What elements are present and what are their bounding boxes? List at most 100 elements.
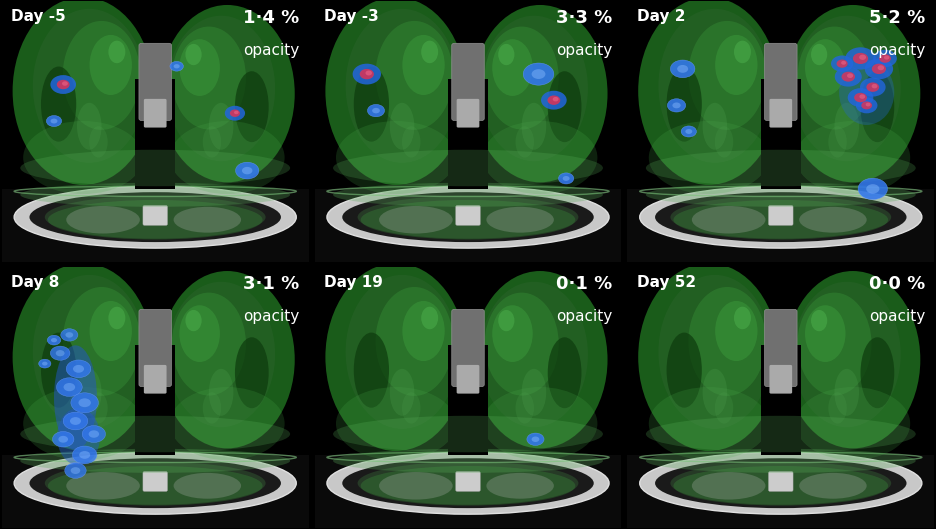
Text: Day 19: Day 19: [324, 275, 383, 290]
Ellipse shape: [63, 21, 140, 130]
Ellipse shape: [14, 452, 297, 514]
Ellipse shape: [835, 369, 859, 416]
FancyBboxPatch shape: [2, 1, 309, 189]
Ellipse shape: [492, 39, 533, 96]
Ellipse shape: [681, 126, 696, 137]
Ellipse shape: [203, 126, 221, 158]
Ellipse shape: [21, 183, 290, 207]
Ellipse shape: [345, 275, 459, 429]
Ellipse shape: [859, 54, 866, 60]
Ellipse shape: [483, 121, 597, 194]
FancyBboxPatch shape: [136, 345, 175, 455]
Ellipse shape: [532, 436, 539, 442]
Ellipse shape: [799, 207, 867, 233]
Ellipse shape: [796, 121, 910, 194]
Ellipse shape: [715, 393, 733, 424]
Ellipse shape: [389, 103, 415, 150]
Ellipse shape: [66, 472, 139, 499]
Ellipse shape: [389, 369, 415, 416]
Text: 3·3 %: 3·3 %: [556, 9, 612, 27]
Ellipse shape: [548, 338, 581, 408]
Ellipse shape: [90, 301, 132, 361]
Ellipse shape: [670, 60, 695, 78]
Ellipse shape: [368, 104, 385, 117]
Ellipse shape: [649, 387, 768, 460]
Ellipse shape: [21, 449, 290, 473]
Ellipse shape: [48, 466, 262, 506]
Ellipse shape: [473, 5, 607, 183]
FancyBboxPatch shape: [765, 43, 797, 121]
Text: opacity: opacity: [243, 43, 300, 58]
Ellipse shape: [688, 287, 766, 396]
Text: Day 2: Day 2: [636, 9, 685, 24]
Ellipse shape: [487, 473, 554, 499]
Ellipse shape: [41, 333, 76, 408]
Ellipse shape: [667, 99, 686, 112]
Ellipse shape: [203, 393, 221, 424]
FancyBboxPatch shape: [627, 1, 934, 189]
FancyBboxPatch shape: [139, 43, 171, 121]
Ellipse shape: [421, 307, 438, 329]
Ellipse shape: [236, 162, 259, 179]
Ellipse shape: [12, 263, 154, 451]
Ellipse shape: [793, 282, 900, 427]
Ellipse shape: [64, 412, 88, 430]
Ellipse shape: [666, 67, 702, 142]
Ellipse shape: [666, 333, 702, 408]
FancyBboxPatch shape: [768, 205, 793, 225]
FancyBboxPatch shape: [627, 442, 934, 528]
Text: Day -5: Day -5: [11, 9, 66, 24]
Text: 1·4 %: 1·4 %: [243, 9, 300, 27]
Ellipse shape: [180, 305, 220, 362]
Ellipse shape: [785, 271, 920, 449]
Ellipse shape: [57, 80, 69, 89]
FancyBboxPatch shape: [136, 79, 175, 189]
Ellipse shape: [638, 263, 780, 451]
Ellipse shape: [14, 186, 297, 248]
Ellipse shape: [841, 72, 855, 81]
Ellipse shape: [170, 387, 285, 460]
FancyBboxPatch shape: [314, 442, 622, 528]
Text: opacity: opacity: [556, 309, 612, 324]
Ellipse shape: [52, 432, 74, 447]
Ellipse shape: [688, 21, 766, 130]
Ellipse shape: [345, 9, 459, 163]
Ellipse shape: [360, 466, 576, 506]
Text: opacity: opacity: [869, 43, 925, 58]
Ellipse shape: [21, 416, 290, 452]
Ellipse shape: [23, 121, 143, 194]
Ellipse shape: [797, 293, 871, 396]
Ellipse shape: [70, 417, 81, 425]
Ellipse shape: [160, 271, 295, 449]
Ellipse shape: [498, 310, 515, 331]
Ellipse shape: [56, 350, 65, 357]
Ellipse shape: [692, 472, 766, 499]
Ellipse shape: [180, 39, 220, 96]
Ellipse shape: [47, 115, 62, 126]
Ellipse shape: [860, 338, 894, 408]
Ellipse shape: [670, 462, 891, 505]
Ellipse shape: [858, 178, 887, 199]
FancyBboxPatch shape: [456, 471, 480, 491]
Ellipse shape: [77, 103, 101, 150]
FancyBboxPatch shape: [143, 205, 168, 225]
Ellipse shape: [860, 71, 894, 142]
Ellipse shape: [884, 56, 889, 60]
FancyBboxPatch shape: [2, 176, 309, 262]
Ellipse shape: [79, 398, 91, 407]
Text: Day 52: Day 52: [636, 275, 695, 290]
Ellipse shape: [685, 129, 693, 134]
Ellipse shape: [860, 78, 885, 97]
Ellipse shape: [160, 5, 295, 183]
Ellipse shape: [848, 88, 873, 107]
Ellipse shape: [658, 275, 771, 429]
Ellipse shape: [58, 436, 68, 443]
FancyBboxPatch shape: [457, 365, 479, 394]
Ellipse shape: [90, 35, 132, 95]
Ellipse shape: [878, 65, 885, 70]
Ellipse shape: [48, 200, 262, 240]
Ellipse shape: [66, 206, 139, 233]
FancyBboxPatch shape: [2, 442, 309, 528]
Ellipse shape: [548, 71, 581, 142]
Ellipse shape: [865, 59, 893, 79]
